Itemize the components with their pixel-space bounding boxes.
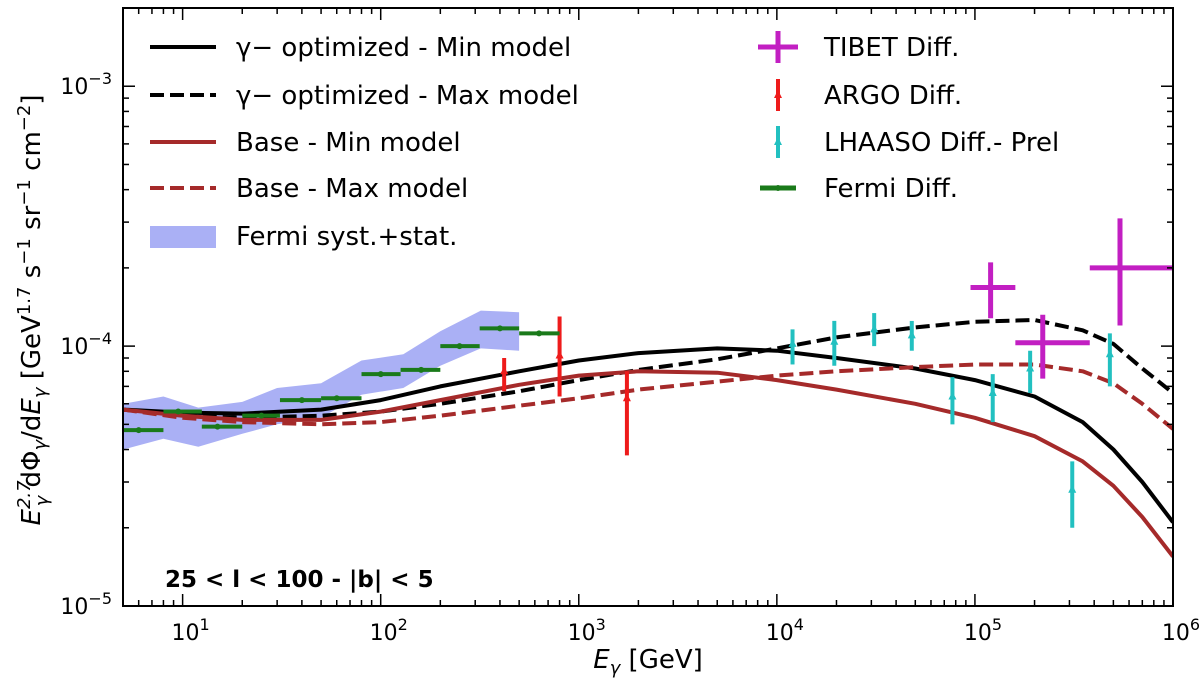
x-tick-label-4: 104 [766,615,804,646]
legend-marker-fermi [775,185,781,191]
legend-label-gamma-max: γ− optimized - Max model [236,81,579,111]
legend-label-fermi-band: Fermi syst.+stat. [236,222,457,252]
x-tick-label-1: 101 [172,615,210,646]
legend-label-base-max: Base - Max model [236,174,468,204]
data-point-3-2-marker [830,336,839,345]
data-point-4-8-marker [418,366,425,373]
series-line-4 [123,362,1173,431]
data-point-3-8-marker [1068,484,1077,493]
data-point-3-4-marker [907,330,916,339]
legend-label-tibet: TIBET Diff. [823,33,959,63]
plot-frame [122,7,1174,607]
data-point-3-3-marker [870,324,879,333]
data-point-3-9-marker [1105,349,1114,358]
series-line-3 [123,369,1173,558]
data-point-3-6-marker [988,388,997,397]
legend-label-lhaaso: LHAASO Diff.- Prel [824,128,1059,158]
data-point-4-5-marker [298,397,305,404]
x-tick-label-3: 103 [568,615,606,646]
data-point-3-1-marker [788,338,797,347]
x-tick-label-6: 106 [1162,615,1200,646]
x-axis-label: Eγ [GeV] [593,645,703,679]
legend-label-fermi: Fermi Diff. [824,174,958,204]
y-tick-label-1: 10−5 [60,589,112,620]
data-point-4-11-marker [536,330,543,337]
data-point-4-10-marker [496,325,503,332]
legend-swatch-fermi-band [150,226,216,248]
series-line-1 [123,346,1173,524]
data-point-2-3-marker [622,393,631,402]
data-point-4-1-marker [135,427,142,434]
data-point-4-3-marker [214,423,221,430]
x-tick-label-5: 105 [964,615,1002,646]
data-point-2-1-marker [500,366,509,375]
data-point-3-7-marker [1026,363,1035,372]
data-point-2-2-marker [555,350,564,359]
legend-marker-lhaaso [774,137,782,145]
data-point-4-2-marker [175,408,182,415]
x-tick-label-2: 102 [370,615,408,646]
legend-label-argo: ARGO Diff. [824,81,962,111]
data-point-4-4-marker [258,412,265,419]
y-tick-label-3: 10−3 [60,69,112,100]
data-point-4-9-marker [456,343,463,350]
y-tick-label-2: 10−4 [60,329,112,360]
region-label: 25 < l < 100 - |b| < 5 [165,567,434,593]
legend-label-base-min: Base - Min model [236,128,461,158]
series-line-2 [123,318,1173,420]
legend-marker-argo [774,90,782,98]
y-axis-label: E2.7γ dΦγ/dEγ [GeV1.7 s−1 sr−1 cm−2] [14,95,53,526]
fermi-band [123,310,520,450]
data-point-4-7-marker [377,371,384,378]
legend-label-gamma-min: γ− optimized - Min model [236,33,571,63]
data-point-4-6-marker [333,395,340,402]
data-point-3-5-marker [948,391,957,400]
